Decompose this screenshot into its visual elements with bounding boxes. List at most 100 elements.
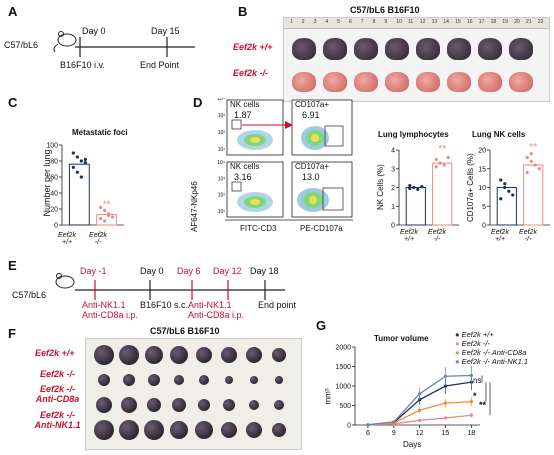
c-g2-name: Eef2k: [89, 232, 107, 239]
lung-sample: [385, 72, 409, 92]
y-tick-label: 80: [50, 159, 58, 166]
y-tick-label: 500: [339, 403, 351, 410]
y-tick-label: 20: [50, 207, 58, 214]
tumor-sample: [198, 399, 210, 411]
d1-g1-label: Eef2k +/+: [395, 229, 423, 243]
panel-letter-g: G: [316, 318, 327, 333]
gate4-label: CD107a+: [295, 162, 330, 171]
timeline-a-graphic: [53, 31, 195, 57]
flow-y-tick: 10³: [218, 113, 226, 119]
ruler-tick: 1: [290, 19, 293, 25]
x-tick-label: 6: [366, 430, 370, 437]
data-point: [111, 215, 115, 219]
e-mouse-label: C57/bL6: [12, 290, 47, 300]
tumor-sample: [98, 374, 110, 386]
x-tick-label: 9: [392, 430, 396, 437]
panel-c-title: Metastatic foci: [72, 128, 128, 137]
ruler-tick: 14: [443, 19, 449, 25]
significance-stars: **: [438, 144, 446, 155]
d2-g1-label: Eef2k +/+: [486, 229, 514, 243]
d2-g1-name: Eef2k: [491, 229, 509, 236]
g-legend: ● Eef2k +/+ ● Eef2k -/- ● Eef2k -/- Anti-C…: [455, 330, 553, 366]
gate4-value: 13.0: [302, 172, 320, 182]
gate1-label: NK cells: [230, 100, 260, 109]
f-row4-treatment: Anti-NK1.1: [34, 420, 81, 430]
data-point: [443, 401, 448, 405]
legend-item: ● Eef2k -/-: [455, 339, 553, 348]
gate1-value: 1.87: [234, 110, 252, 120]
tumor-sample: [144, 420, 164, 440]
panel-b-title: C57/bL6 B16F10: [350, 5, 420, 15]
bar: [432, 162, 453, 226]
ruler-tick: 17: [478, 19, 485, 25]
x-tick-label: 12: [416, 430, 424, 437]
tumor-sample: [250, 376, 258, 384]
flow-y-tick: 10⁴: [217, 98, 225, 102]
ruler-tick: 20: [514, 19, 520, 25]
tumor-sample: [96, 397, 112, 413]
f-row1: Eef2k +/+: [35, 348, 75, 358]
ruler-tick: 4: [325, 19, 329, 25]
data-point: [503, 185, 507, 190]
x-tick-label: 18: [467, 430, 475, 437]
lung-sample: [416, 72, 440, 92]
data-point: [83, 161, 87, 165]
cd107a-chart: 0 5 10 15 20 **: [478, 142, 550, 230]
significance-stars: **: [103, 199, 111, 210]
y-tick-label: 1000: [335, 384, 351, 391]
lung-sample: [509, 72, 533, 92]
panel-letter-d: D: [193, 95, 203, 110]
d2-g1-sup: +/+: [494, 236, 506, 243]
timeline-e-graphic: [55, 273, 285, 300]
y-tick-label: 0: [391, 223, 395, 230]
lung-sample: [509, 38, 533, 60]
tumor-sample: [174, 375, 184, 385]
data-point: [408, 184, 412, 188]
lung-sample: [323, 72, 347, 92]
data-point: [99, 205, 103, 209]
lung-sample: [478, 38, 502, 60]
tumor-sample: [145, 346, 163, 364]
flow-density-ko-cd107: [297, 187, 344, 212]
tumor-sample: [170, 346, 188, 364]
lung-sample: [447, 38, 471, 60]
flow-y-tick: 10¹: [218, 209, 226, 215]
ruler-tick: 13: [431, 19, 438, 25]
data-point: [443, 416, 448, 420]
data-point: [418, 418, 422, 422]
data-point: [537, 167, 541, 171]
y-tick-label: 10: [478, 185, 486, 192]
c-g1-sup: +/+: [61, 239, 73, 246]
g-sig1: *: [473, 391, 477, 401]
ruler-tick: 21: [526, 19, 532, 25]
data-point: [499, 178, 503, 182]
tumor-sample: [123, 374, 135, 386]
data-point: [434, 157, 438, 161]
lung-sample: [323, 38, 347, 60]
legend-marker-icon: ●: [455, 348, 462, 357]
d1-g1-sup: +/+: [403, 236, 415, 243]
data-point: [503, 182, 507, 186]
tumor-sample: [119, 345, 139, 365]
f-row2: Eef2k -/-: [40, 369, 76, 379]
e-ab2: Anti-CD8a i.p.: [82, 310, 139, 320]
legend-label: Eef2k -/- Anti-CD8a: [461, 348, 527, 357]
c-g1-name: Eef2k: [58, 232, 76, 239]
day15-label: Day 15: [151, 26, 180, 36]
injection-label: B16F10 i.v.: [60, 60, 105, 70]
ruler-tick: 2: [301, 19, 305, 25]
ruler-tick: 16: [467, 19, 473, 25]
data-point: [525, 155, 529, 160]
e-end: End point: [258, 300, 297, 310]
y-tick-label: 3: [391, 166, 395, 173]
bar: [523, 164, 544, 226]
e-day-minus1: Day -1: [80, 266, 107, 276]
bar: [496, 187, 517, 226]
y-tick-label: 0: [347, 423, 351, 430]
mouse-strain-label: C57/bL6: [4, 40, 39, 50]
ruler-tick: 6: [349, 19, 352, 25]
e-ab4: Anti-CD8a i.p.: [188, 310, 245, 320]
tumor-sample: [249, 400, 259, 410]
data-point: [75, 155, 79, 159]
ruler-tick: 5: [337, 19, 340, 25]
